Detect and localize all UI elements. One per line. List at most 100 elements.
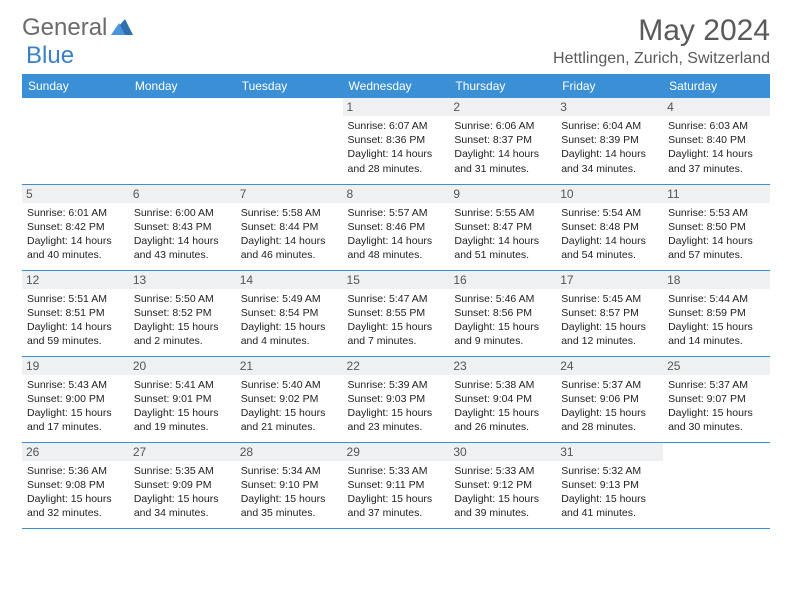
weekday-header: Wednesday	[343, 74, 450, 98]
calendar-day-cell: 31Sunrise: 5:32 AMSunset: 9:13 PMDayligh…	[556, 442, 663, 528]
calendar-week-row: 12 Sunrise: 5:51 AMSunset: 8:51 PMDayligh…	[22, 270, 770, 356]
day-number: 2	[449, 98, 556, 116]
calendar-day-cell	[663, 442, 770, 528]
brand-logo: General	[22, 14, 135, 42]
calendar-day-cell: 22 Sunrise: 5:39 AMSunset: 9:03 PMDayligh…	[343, 356, 450, 442]
day-number: 31	[556, 443, 663, 461]
calendar-day-cell: 14 Sunrise: 5:49 AMSunset: 8:54 PMDayligh…	[236, 270, 343, 356]
day-number: 1	[343, 98, 450, 116]
calendar-day-cell: 13 Sunrise: 5:50 AMSunset: 8:52 PMDayligh…	[129, 270, 236, 356]
calendar-day-cell: 20 Sunrise: 5:41 AMSunset: 9:01 PMDayligh…	[129, 356, 236, 442]
calendar-day-cell: 4Sunrise: 6:03 AMSunset: 8:40 PMDaylight…	[663, 98, 770, 184]
day-details: Sunrise: 5:39 AMSunset: 9:03 PMDaylight:…	[348, 378, 445, 435]
day-details: Sunrise: 5:53 AMSunset: 8:50 PMDaylight:…	[668, 206, 765, 263]
calendar-day-cell: 21 Sunrise: 5:40 AMSunset: 9:02 PMDayligh…	[236, 356, 343, 442]
brand-text-blue: Blue	[26, 42, 74, 69]
calendar-day-cell: 10 Sunrise: 5:54 AMSunset: 8:48 PMDayligh…	[556, 184, 663, 270]
day-details: Sunrise: 5:45 AMSunset: 8:57 PMDaylight:…	[561, 292, 658, 349]
day-number: 18	[663, 271, 770, 289]
day-number: 15	[343, 271, 450, 289]
calendar-week-row: 5Sunrise: 6:01 AMSunset: 8:42 PMDaylight…	[22, 184, 770, 270]
day-details: Sunrise: 5:49 AMSunset: 8:54 PMDaylight:…	[241, 292, 338, 349]
calendar-day-cell	[129, 98, 236, 184]
calendar-day-cell: 11 Sunrise: 5:53 AMSunset: 8:50 PMDayligh…	[663, 184, 770, 270]
weekday-header: Tuesday	[236, 74, 343, 98]
calendar-day-cell	[236, 98, 343, 184]
weekday-header: Sunday	[22, 74, 129, 98]
day-details: Sunrise: 5:46 AMSunset: 8:56 PMDaylight:…	[454, 292, 551, 349]
day-details: Sunrise: 6:07 AMSunset: 8:36 PMDaylight:…	[348, 119, 445, 176]
month-title: May 2024	[553, 14, 770, 48]
weekday-header: Monday	[129, 74, 236, 98]
calendar-day-cell: 5Sunrise: 6:01 AMSunset: 8:42 PMDaylight…	[22, 184, 129, 270]
page-header: General May 2024 Hettlingen, Zurich, Swi…	[22, 14, 770, 68]
day-number: 19	[22, 357, 129, 375]
day-details: Sunrise: 5:37 AMSunset: 9:06 PMDaylight:…	[561, 378, 658, 435]
day-details: Sunrise: 5:35 AMSunset: 9:09 PMDaylight:…	[134, 464, 231, 521]
day-details: Sunrise: 5:33 AMSunset: 9:12 PMDaylight:…	[454, 464, 551, 521]
brand-second-line: Blue	[26, 42, 74, 70]
day-number: 26	[22, 443, 129, 461]
calendar-day-cell: 19Sunrise: 5:43 AMSunset: 9:00 PMDayligh…	[22, 356, 129, 442]
day-number: 8	[343, 185, 450, 203]
day-details: Sunrise: 6:00 AMSunset: 8:43 PMDaylight:…	[134, 206, 231, 263]
day-number: 30	[449, 443, 556, 461]
day-details: Sunrise: 5:44 AMSunset: 8:59 PMDaylight:…	[668, 292, 765, 349]
day-number: 23	[449, 357, 556, 375]
day-details: Sunrise: 5:50 AMSunset: 8:52 PMDaylight:…	[134, 292, 231, 349]
weekday-header: Saturday	[663, 74, 770, 98]
calendar-day-cell: 23 Sunrise: 5:38 AMSunset: 9:04 PMDayligh…	[449, 356, 556, 442]
location-text: Hettlingen, Zurich, Switzerland	[553, 50, 770, 68]
day-details: Sunrise: 5:33 AMSunset: 9:11 PMDaylight:…	[348, 464, 445, 521]
day-number: 14	[236, 271, 343, 289]
day-details: Sunrise: 5:57 AMSunset: 8:46 PMDaylight:…	[348, 206, 445, 263]
calendar-day-cell: 30 Sunrise: 5:33 AMSunset: 9:12 PMDayligh…	[449, 442, 556, 528]
calendar-day-cell: 24Sunrise: 5:37 AMSunset: 9:06 PMDayligh…	[556, 356, 663, 442]
day-number: 21	[236, 357, 343, 375]
day-number: 7	[236, 185, 343, 203]
day-details: Sunrise: 5:51 AMSunset: 8:51 PMDaylight:…	[27, 292, 124, 349]
day-number: 12	[22, 271, 129, 289]
day-details: Sunrise: 5:36 AMSunset: 9:08 PMDaylight:…	[27, 464, 124, 521]
day-number: 4	[663, 98, 770, 116]
day-number: 28	[236, 443, 343, 461]
day-details: Sunrise: 5:41 AMSunset: 9:01 PMDaylight:…	[134, 378, 231, 435]
day-number: 16	[449, 271, 556, 289]
day-number: 11	[663, 185, 770, 203]
calendar-week-row: 1 Sunrise: 6:07 AMSunset: 8:36 PMDaylight…	[22, 98, 770, 184]
calendar-week-row: 19Sunrise: 5:43 AMSunset: 9:00 PMDayligh…	[22, 356, 770, 442]
day-details: Sunrise: 6:04 AMSunset: 8:39 PMDaylight:…	[561, 119, 658, 176]
day-number: 5	[22, 185, 129, 203]
calendar-day-cell: 15Sunrise: 5:47 AMSunset: 8:55 PMDayligh…	[343, 270, 450, 356]
day-number: 27	[129, 443, 236, 461]
day-details: Sunrise: 5:54 AMSunset: 8:48 PMDaylight:…	[561, 206, 658, 263]
day-details: Sunrise: 5:37 AMSunset: 9:07 PMDaylight:…	[668, 378, 765, 435]
calendar-day-cell: 6Sunrise: 6:00 AMSunset: 8:43 PMDaylight…	[129, 184, 236, 270]
day-details: Sunrise: 5:40 AMSunset: 9:02 PMDaylight:…	[241, 378, 338, 435]
day-number: 13	[129, 271, 236, 289]
day-number: 29	[343, 443, 450, 461]
calendar-day-cell: 1 Sunrise: 6:07 AMSunset: 8:36 PMDaylight…	[343, 98, 450, 184]
calendar-day-cell: 18 Sunrise: 5:44 AMSunset: 8:59 PMDayligh…	[663, 270, 770, 356]
calendar-day-cell: 26 Sunrise: 5:36 AMSunset: 9:08 PMDayligh…	[22, 442, 129, 528]
day-number: 10	[556, 185, 663, 203]
day-details: Sunrise: 5:38 AMSunset: 9:04 PMDaylight:…	[454, 378, 551, 435]
calendar-table: SundayMondayTuesdayWednesdayThursdayFrid…	[22, 74, 770, 529]
brand-triangle-icon	[111, 17, 133, 40]
weekday-header: Friday	[556, 74, 663, 98]
day-number: 20	[129, 357, 236, 375]
calendar-day-cell: 9Sunrise: 5:55 AMSunset: 8:47 PMDaylight…	[449, 184, 556, 270]
day-details: Sunrise: 6:06 AMSunset: 8:37 PMDaylight:…	[454, 119, 551, 176]
calendar-day-cell: 25Sunrise: 5:37 AMSunset: 9:07 PMDayligh…	[663, 356, 770, 442]
day-details: Sunrise: 5:58 AMSunset: 8:44 PMDaylight:…	[241, 206, 338, 263]
calendar-day-cell: 2 Sunrise: 6:06 AMSunset: 8:37 PMDaylight…	[449, 98, 556, 184]
day-number: 17	[556, 271, 663, 289]
weekday-header: Thursday	[449, 74, 556, 98]
day-number: 3	[556, 98, 663, 116]
calendar-day-cell: 3 Sunrise: 6:04 AMSunset: 8:39 PMDaylight…	[556, 98, 663, 184]
day-number: 22	[343, 357, 450, 375]
calendar-day-cell: 27 Sunrise: 5:35 AMSunset: 9:09 PMDayligh…	[129, 442, 236, 528]
weekday-header-row: SundayMondayTuesdayWednesdayThursdayFrid…	[22, 74, 770, 98]
day-details: Sunrise: 5:34 AMSunset: 9:10 PMDaylight:…	[241, 464, 338, 521]
calendar-day-cell: 7 Sunrise: 5:58 AMSunset: 8:44 PMDaylight…	[236, 184, 343, 270]
